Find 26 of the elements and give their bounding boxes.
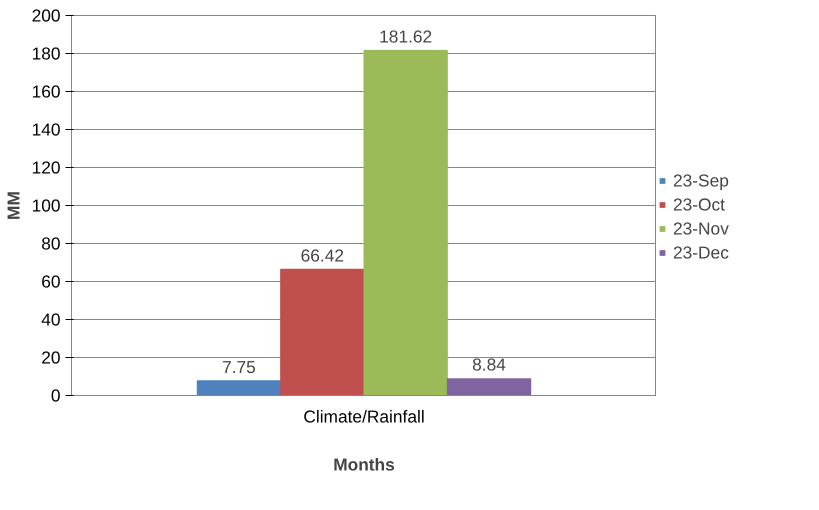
data-label: 7.75 — [222, 356, 256, 377]
x-tick-label: Climate/Rainfall — [303, 406, 425, 426]
y-tick-label: 20 — [41, 348, 61, 368]
y-tick-label: 40 — [41, 310, 61, 330]
legend-label: 23-Oct — [673, 194, 726, 215]
bar — [280, 268, 364, 396]
y-tick-label: 120 — [32, 158, 61, 178]
y-tick-label: 80 — [41, 234, 61, 254]
y-tick-label: 160 — [32, 82, 61, 102]
bar — [196, 380, 282, 396]
y-tick-label: 60 — [41, 272, 61, 292]
bar — [364, 50, 448, 396]
y-tick-label: 180 — [32, 44, 61, 64]
data-label: 181.62 — [379, 26, 432, 46]
y-tick-label: 140 — [32, 120, 61, 140]
bar — [446, 378, 532, 396]
data-label: 8.84 — [472, 354, 506, 375]
legend-label: 23-Sep — [673, 170, 729, 191]
legend-label: 23-Nov — [673, 218, 729, 239]
y-tick-label: 200 — [32, 6, 61, 26]
y-axis-title: MM — [4, 191, 24, 220]
y-tick-label: 100 — [32, 196, 61, 216]
data-label: 66.42 — [300, 245, 344, 266]
x-axis-title: Months — [333, 454, 395, 474]
y-tick-label: 0 — [50, 386, 61, 406]
legend-label: 23-Dec — [673, 242, 729, 263]
